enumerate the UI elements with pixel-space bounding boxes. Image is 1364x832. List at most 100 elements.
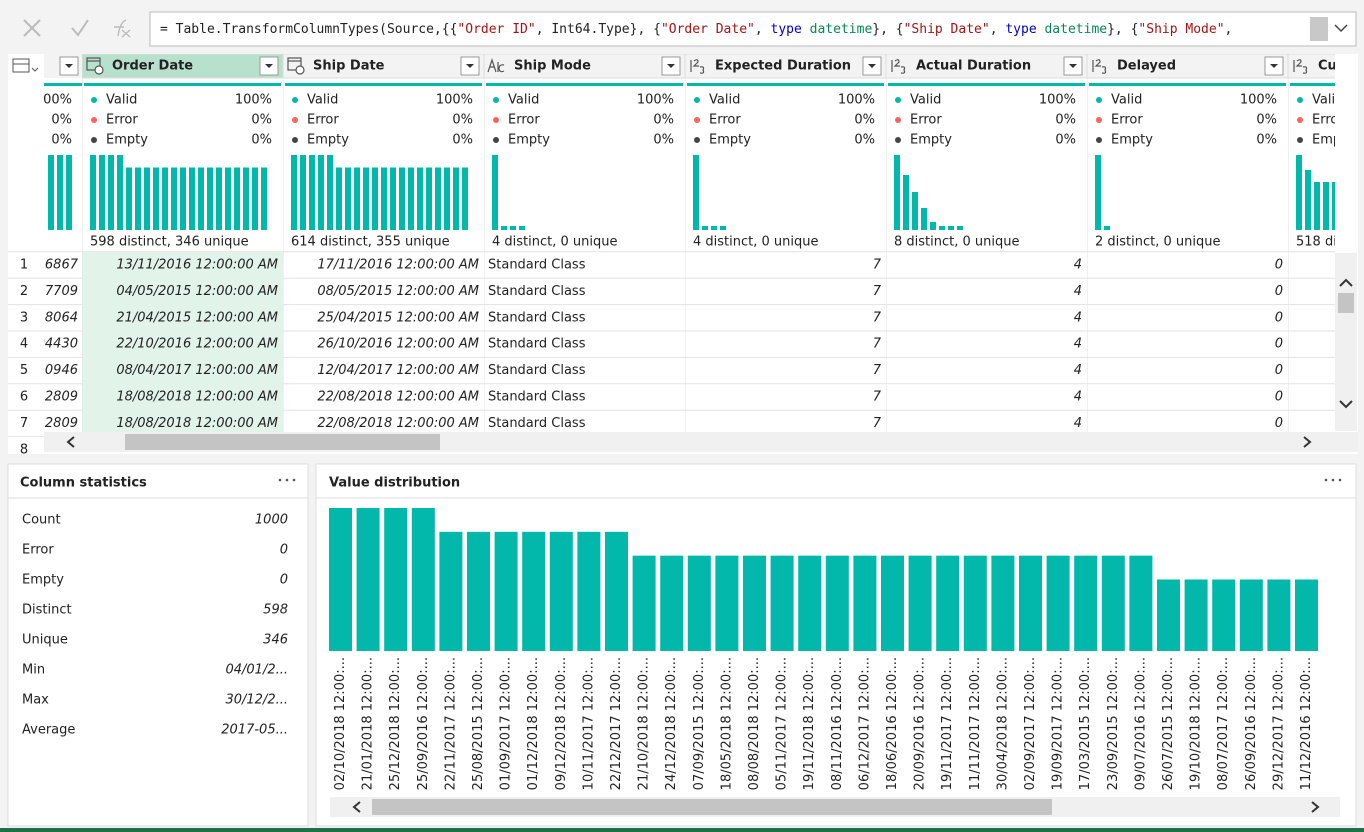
v-scroll-thumb[interactable]: [1338, 293, 1354, 313]
x-tick-label: 10/11/2017 12:00:...: [581, 657, 596, 790]
bar: [908, 555, 932, 651]
header-bg: [1288, 54, 1335, 79]
dist-scroll-arrows[interactable]: [352, 801, 1320, 813]
profile-bar: [135, 167, 141, 230]
formula-box[interactable]: [149, 11, 1357, 47]
bar: [356, 508, 380, 651]
cell: 4: [1074, 363, 1082, 378]
profile-bar: [1332, 182, 1335, 230]
stat-label: Average: [22, 723, 75, 738]
stat-label: Max: [22, 693, 49, 708]
formula-token: datetime: [1044, 22, 1107, 37]
column-profile: 4 distinct, 0 unique: [492, 235, 617, 250]
stats-menu[interactable]: [278, 478, 296, 482]
cell: 17/11/2016 12:00:00 AM: [317, 258, 479, 273]
quality-label: Error: [910, 113, 942, 128]
icon-number: [1293, 59, 1308, 74]
bar: [936, 555, 960, 651]
profile-bar: [453, 167, 459, 230]
column: Delayed Valid 100% Error 0% Empty 0% 2 distinct…: [1087, 54, 1288, 432]
stats-title: Column statistics: [20, 476, 147, 491]
quality-dot: [91, 137, 97, 143]
cell: 12809: [37, 416, 78, 431]
cell: Standard Class: [488, 416, 586, 431]
profile-bar: [372, 167, 378, 230]
profile-bar: [234, 167, 240, 230]
h-scroll-thumb[interactable]: [125, 434, 440, 450]
profile-bar: [399, 167, 405, 230]
cell: 4: [1074, 390, 1082, 405]
profile-bar: [903, 175, 909, 230]
profile-bar: [108, 155, 114, 230]
x-tick-label: 18/05/2018 12:00:...: [719, 657, 734, 790]
cell: 7: [873, 416, 882, 431]
row-number: 5: [20, 363, 28, 378]
x-tick-label: 01/12/2018 12:00:...: [526, 657, 541, 790]
column-profile: 598 distinct, 346 unique: [90, 235, 249, 250]
x-tick-label: 25/09/2016 12:00:...: [416, 657, 431, 790]
bar: [384, 508, 408, 651]
profile-bar: [291, 155, 297, 230]
bar: [853, 555, 877, 651]
x-tick-label: 21/01/2018 12:00:...: [361, 657, 376, 790]
quality-percent: 0%: [452, 133, 473, 148]
table-icon[interactable]: [12, 58, 30, 73]
dropdown-caret: [65, 64, 73, 68]
quality-label: Error: [508, 113, 540, 128]
quality-dot: [292, 97, 298, 103]
fx-icon[interactable]: [114, 19, 131, 38]
x-tick-label: 25/12/2018 12:00:...: [388, 657, 403, 790]
cell: 04430: [37, 337, 78, 352]
expand-formula[interactable]: [1334, 24, 1348, 33]
x-tick-label: 26/07/2015 12:00:...: [1161, 657, 1176, 790]
formula-token: }, {: [872, 22, 903, 37]
cell: 0: [1275, 284, 1283, 299]
profile-bar: [189, 167, 195, 230]
x-tick-label: 11/12/2016 12:00:...: [1299, 657, 1314, 790]
row-number: 3: [20, 310, 28, 325]
stats-panel: [7, 463, 309, 827]
cell: 22/10/2016 12:00:00 AM: [116, 337, 278, 352]
cell: Standard Class: [488, 284, 586, 299]
value-distribution: 02/10/2018 12:00:... 21/01/2018 12:00:...…: [329, 508, 1318, 790]
bar: [1212, 579, 1236, 651]
quality-percent: 0%: [51, 113, 72, 128]
quality-percent: 100%: [1240, 93, 1277, 108]
distribution-menu[interactable]: [1324, 478, 1342, 482]
cell: 18/08/2018 12:00:00 AM: [116, 416, 278, 431]
quality-label: Valid: [1111, 93, 1142, 108]
column-profile: 614 distinct, 355 unique: [291, 235, 450, 250]
stat-label: Min: [22, 663, 45, 678]
quality-dot: [694, 97, 700, 103]
h-scroll-arrows[interactable]: [66, 436, 1312, 448]
profile-bar: [702, 226, 708, 230]
profile-bar: [1314, 182, 1320, 230]
quality-dot: [1297, 137, 1303, 143]
commit-icon[interactable]: [71, 19, 89, 37]
x-tick-label: 08/11/2016 12:00:...: [830, 657, 845, 790]
profile-bar: [171, 167, 177, 230]
quality-percent: 0%: [251, 113, 272, 128]
cancel-icon[interactable]: [23, 19, 41, 37]
status-strip: [0, 828, 1364, 832]
profile-bar: [435, 167, 441, 230]
profile-bar: [144, 167, 150, 230]
dropdown-caret: [1270, 64, 1278, 68]
cell: Standard Class: [488, 258, 586, 273]
formula-token: "Order Date": [661, 22, 755, 37]
profile-bar: [444, 167, 450, 230]
cell: 4: [1074, 310, 1082, 325]
quality-dot: [91, 117, 97, 123]
quality-label: Valid: [709, 93, 740, 108]
quality-label: Error: [1312, 113, 1344, 128]
header-underline: [1089, 83, 1286, 86]
type-icon: [1092, 59, 1107, 74]
v-scroll-arrows[interactable]: [1339, 278, 1353, 409]
stat-value: 0: [280, 543, 288, 558]
cell: 0: [1275, 363, 1283, 378]
quality-dot: [1096, 117, 1102, 123]
bar: [1046, 555, 1070, 651]
cell: 08/05/2015 12:00:00 AM: [317, 284, 479, 299]
dist-scroll-thumb[interactable]: [372, 799, 1052, 815]
header-underline: [1290, 83, 1335, 86]
